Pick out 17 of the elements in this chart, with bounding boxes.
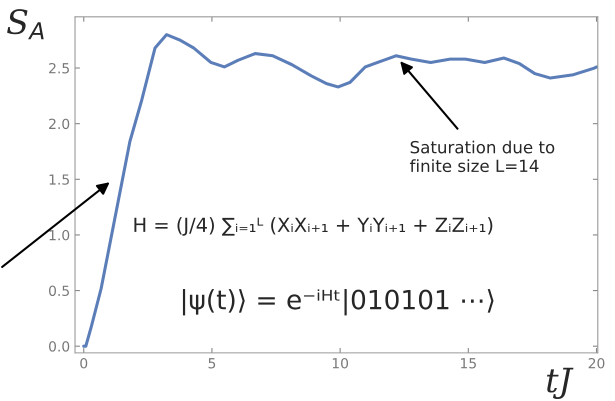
y-tick-label: 1.0 — [50, 230, 70, 240]
y-tick-label: 0.5 — [48, 286, 69, 296]
y-tick-label: 2.5 — [49, 62, 69, 74]
line-series — [82, 33, 598, 348]
x-tick-label: 20 — [588, 358, 604, 368]
annotation: |ψ(t)⟩ = e⁻ⁱᴴᵗ|010101 ⋯⟩ — [182, 289, 494, 316]
x-tick-label: 0 — [80, 358, 88, 368]
y-tick-label: 0.0 — [48, 341, 70, 352]
annotation: H = (J/4) ∑ᵢ₌₁ᴸ (XᵢXᵢ₊₁ + YᵢYᵢ₊₁ + ZᵢZᵢ₊₁) — [134, 217, 492, 236]
x-tick-label: 5 — [208, 358, 216, 368]
x-axis-title: tJ — [547, 368, 574, 399]
y-tick-label: 1.5 — [50, 174, 69, 185]
x-tick-label: 10 — [332, 358, 348, 368]
y-tick-label: 2.0 — [49, 118, 70, 130]
annotation: Saturation due to finite size L=14 — [410, 140, 554, 172]
y-axis-title: S$_{A}$ — [7, 9, 44, 40]
x-tick-label: 15 — [461, 358, 476, 368]
